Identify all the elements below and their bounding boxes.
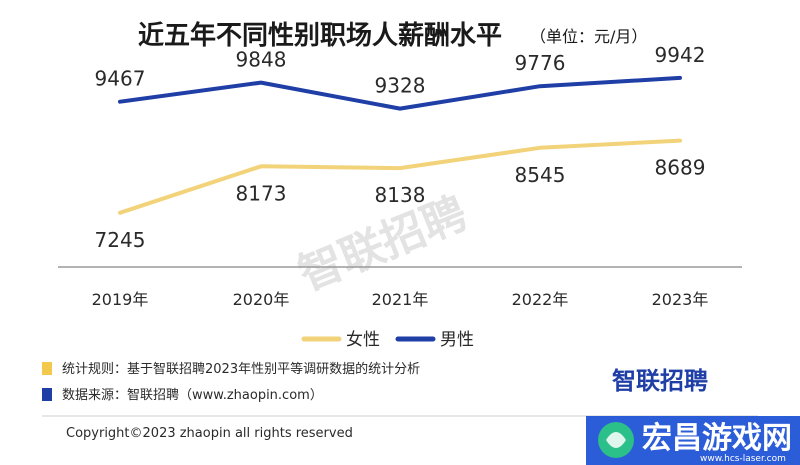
- site-badge-url: www.hcs-laser.com: [700, 454, 786, 464]
- chart-unit: （单位：元/月）: [530, 27, 647, 46]
- notes: 统计规则：基于智联招聘2023年性别平等调研数据的统计分析 数据来源：智联招聘（…: [42, 361, 420, 403]
- note-marker-rule: [42, 362, 52, 375]
- x-tick-label-1: 2020年: [233, 290, 290, 309]
- data-label-male-4: 9942: [655, 43, 706, 67]
- note-text-source: 数据来源：智联招聘（www.zhaopin.com）: [62, 388, 323, 403]
- data-label-male-3: 9776: [515, 51, 566, 75]
- data-labels-layer: 7245 8173 8138 8545 8689 9467 9848 9328 9776 9942: [95, 43, 706, 252]
- x-tick-label-3: 2022年: [512, 290, 569, 309]
- x-tick-label-4: 2023年: [652, 290, 709, 309]
- legend: 女性 男性: [301, 330, 474, 350]
- series-layer: [118, 75, 682, 215]
- legend-label-female: 女性: [346, 330, 380, 350]
- copyright-text: Copyright©2023 zhaopin all rights reserv…: [66, 426, 353, 441]
- data-label-male-0: 9467: [95, 67, 146, 91]
- data-label-female-3: 8545: [515, 163, 566, 187]
- x-tick-label-0: 2019年: [92, 290, 149, 309]
- note-text-rule: 统计规则：基于智联招聘2023年性别平等调研数据的统计分析: [62, 361, 420, 377]
- note-marker-source: [42, 388, 52, 401]
- site-badge-leaf-icon: [606, 432, 626, 448]
- data-label-male-2: 9328: [375, 74, 426, 98]
- series-line-male: [118, 75, 682, 111]
- legend-label-male: 男性: [440, 330, 474, 350]
- data-label-female-4: 8689: [655, 156, 706, 180]
- x-tick-labels: 2019年 2020年 2021年 2022年 2023年: [92, 290, 709, 309]
- x-tick-label-2: 2021年: [372, 290, 429, 309]
- site-badge-title: 宏昌游戏网: [642, 421, 792, 456]
- brand-logo: 智联招聘: [612, 367, 708, 395]
- data-label-female-1: 8173: [236, 181, 287, 205]
- data-label-male-1: 9848: [236, 48, 287, 72]
- series-line-female: [118, 138, 682, 215]
- data-label-female-2: 8138: [375, 183, 426, 207]
- site-badge: 宏昌游戏网 www.hcs-laser.com: [586, 416, 800, 465]
- chart-title: 近五年不同性别职场人薪酬水平: [138, 20, 502, 51]
- data-label-female-0: 7245: [95, 228, 146, 252]
